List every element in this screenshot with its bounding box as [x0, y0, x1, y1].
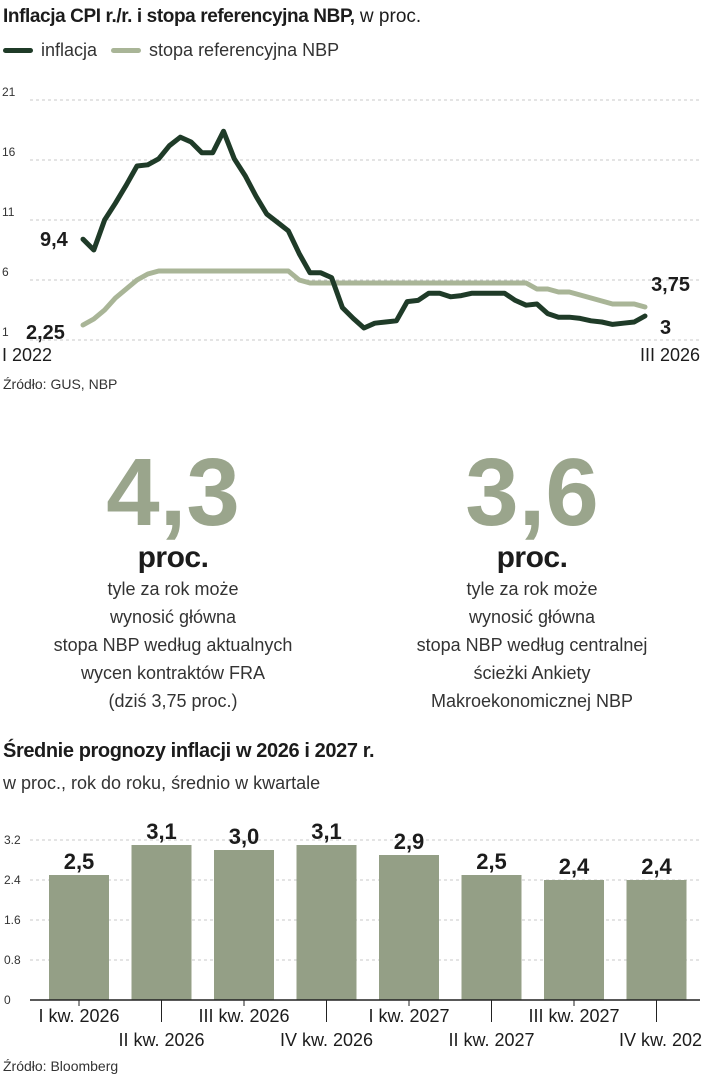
y-tick-label: 1.6: [4, 913, 21, 927]
x-tick-label: I kw. 2026: [38, 1006, 119, 1026]
stat-survey-unit: proc.: [496, 541, 568, 574]
stat-survey-line: Makroekonomicznej NBP: [430, 691, 634, 711]
bar: [626, 880, 687, 1000]
x-axis-start-label: I 2022: [2, 345, 52, 365]
x-tick-label: II kw. 2026: [118, 1030, 204, 1050]
inflation-end-label: 3: [660, 317, 671, 339]
x-tick-label: I kw. 2027: [368, 1006, 449, 1026]
bar-value-label: 2,4: [559, 854, 590, 879]
stat-survey-line: wynosić główna: [468, 607, 596, 627]
bar-chart-subtitle: w proc., rok do roku, średnio w kwartale: [3, 773, 321, 793]
rate-start-label: 2,25: [26, 322, 65, 344]
inflation-start-label: 9,4: [40, 229, 69, 251]
stat-fra-line: wycen kontraktów FRA: [80, 663, 266, 683]
bar: [461, 875, 522, 1000]
x-tick-label: III kw. 2026: [198, 1006, 289, 1026]
y-tick-label: 6: [2, 265, 9, 279]
stat-survey-value: 3,6: [465, 439, 599, 546]
x-axis-end-label: III 2026: [640, 345, 700, 365]
y-tick-label: 3.2: [4, 833, 21, 847]
y-tick-label: 0: [4, 993, 11, 1007]
line-chart-title: Inflacja CPI r./r. i stopa referencyjna …: [3, 6, 421, 28]
stat-fra-line: stopa NBP według aktualnych: [53, 635, 293, 655]
stat-fra-value: 4,3: [106, 439, 240, 546]
bar-value-label: 3,1: [146, 819, 177, 844]
y-tick-label: 11: [2, 205, 15, 219]
y-tick-label: 0.8: [4, 953, 21, 967]
bar-value-label: 2,9: [394, 829, 425, 854]
bar: [131, 845, 192, 1000]
stat-fra: 4,3 proc. tyle za rok może wynosić główn…: [3, 445, 343, 715]
line-chart-title-unit: w proc.: [354, 6, 422, 27]
legend-swatch-inflation: [3, 48, 33, 53]
bar: [544, 880, 604, 1000]
stat-survey: 3,6 proc. tyle za rok może wynosić główn…: [362, 445, 702, 715]
x-tick-label: IV kw. 202: [619, 1030, 702, 1050]
x-tick-label: II kw. 2027: [448, 1030, 534, 1050]
bar: [49, 875, 109, 1000]
stat-fra-line: tyle za rok może: [107, 579, 239, 599]
stat-fra-description: tyle za rok może wynosić główna stopa NB…: [3, 575, 343, 715]
stat-survey-description: tyle za rok może wynosić główna stopa NB…: [362, 575, 702, 715]
bar: [296, 845, 357, 1000]
line-chart-legend: inflacja stopa referencyjna NBP: [3, 40, 353, 61]
bar-value-label: 2,4: [641, 854, 672, 879]
stat-fra-unit: proc.: [137, 541, 209, 574]
bar-chart: 0 0.8 1.6 2.4 3.2 2,5 3,1 3,0 3,1 2,9 2,5 2,4 2,4 I k…: [4, 819, 702, 1050]
bar-value-label: 2,5: [476, 849, 507, 874]
legend-swatch-rate: [111, 48, 142, 53]
bar-value-label: 3,1: [311, 819, 342, 844]
stat-fra-line: (dziś 3,75 proc.): [108, 691, 238, 711]
rate-end-label: 3,75: [651, 274, 690, 296]
y-tick-label: 16: [2, 145, 16, 159]
bar-value-label: 3,0: [229, 824, 260, 849]
legend-label-inflation: inflacja: [41, 40, 98, 60]
bar: [214, 850, 274, 1000]
stat-survey-line: tyle za rok może: [466, 579, 598, 599]
stat-fra-line: wynosić główna: [109, 607, 237, 627]
stat-survey-line: ścieżki Ankiety: [473, 663, 591, 683]
y-tick-label: 21: [2, 85, 16, 99]
x-tick-label: IV kw. 2026: [280, 1030, 373, 1050]
bar: [379, 855, 439, 1000]
legend-label-rate: stopa referencyjna NBP: [149, 40, 340, 60]
line-chart-source: Źródło: GUS, NBP: [3, 376, 118, 392]
rate-series-line: [80, 268, 648, 328]
stat-survey-line: stopa NBP według centralnej: [416, 635, 648, 655]
bar-chart-title: Średnie prognozy inflacji w 2026 i 2027 …: [3, 740, 375, 762]
bar-chart-source: Źródło: Bloomberg: [3, 1058, 119, 1074]
inflation-series-line: [80, 128, 648, 331]
y-tick-label: 2.4: [4, 873, 21, 887]
x-tick-label: III kw. 2027: [528, 1006, 619, 1026]
line-chart-title-bold: Inflacja CPI r./r. i stopa referencyjna …: [3, 6, 355, 27]
bar-value-label: 2,5: [64, 849, 95, 874]
y-tick-label: 1: [2, 325, 9, 339]
